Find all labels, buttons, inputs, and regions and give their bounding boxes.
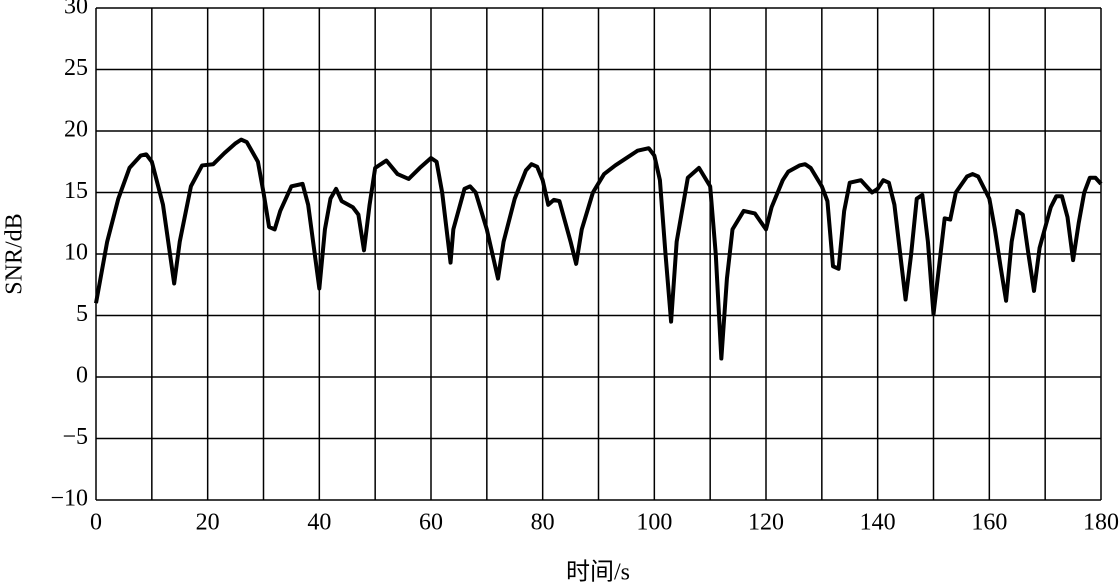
- x-tick-label: 120: [748, 510, 784, 536]
- x-tick-label: 160: [971, 510, 1007, 536]
- x-tick-label: 20: [196, 510, 220, 536]
- x-tick-label: 0: [90, 510, 102, 536]
- y-tick-label: 20: [64, 117, 88, 143]
- data-line: [94, 137, 1103, 361]
- y-tick-label: −10: [50, 486, 88, 512]
- x-tick-label: 80: [531, 510, 555, 536]
- x-tick-label: 140: [860, 510, 896, 536]
- y-tick-label: 0: [76, 363, 88, 389]
- x-tick-label: 100: [636, 510, 672, 536]
- y-tick-label: 25: [64, 55, 88, 81]
- y-tick-label: 10: [64, 240, 88, 266]
- x-tick-label: 40: [307, 510, 331, 536]
- y-axis-label: SNR/dB: [2, 213, 28, 294]
- y-tick-label: 15: [64, 178, 88, 204]
- y-tick-label: −5: [62, 424, 88, 450]
- y-tick-label: 5: [76, 301, 88, 327]
- y-tick-label: 30: [64, 0, 88, 20]
- x-tick-label: 60: [419, 510, 443, 536]
- x-tick-label: 180: [1083, 510, 1119, 536]
- x-axis-label: 时间/s: [566, 559, 630, 586]
